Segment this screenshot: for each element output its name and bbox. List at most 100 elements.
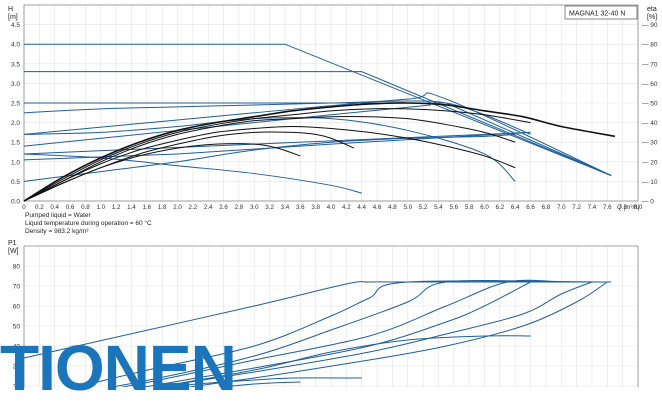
flow-tick-label: 2.2 (189, 204, 198, 211)
head-curves (23, 43, 616, 202)
head-tick-label: 2.0 (11, 120, 20, 127)
head-axis-label-line1: H (8, 6, 13, 13)
eta-axis-label-line1: eta (647, 6, 657, 13)
flow-tick-label: 5.8 (465, 204, 474, 211)
eta-tick-label: — 60 (642, 81, 658, 88)
power-tick-label: 70 (13, 284, 21, 291)
head-axis-label-line2: [m] (8, 14, 18, 21)
power-axis-label-line2: [W] (8, 248, 19, 255)
head-curve-10 (23, 133, 516, 182)
eta-curve-3 (23, 115, 516, 202)
flow-tick-label: 4.6 (373, 204, 382, 211)
head-tick-label: 4.0 (11, 42, 20, 49)
flow-tick-label: 3.0 (250, 204, 259, 211)
power-tick-label: 30 (13, 364, 21, 371)
eta-curve-4 (23, 126, 516, 202)
flow-tick-label: 1.6 (142, 204, 151, 211)
note-density: Density = 983.2 kg/m³ (25, 228, 89, 235)
power-tick-label: 60 (13, 304, 21, 311)
head-tick-labels: 0.0 0.5 1.0 1.5 2.0 2.5 3.0 3.5 4.0 4.5 (11, 22, 20, 205)
eta-tick-labels: — 0 — 10 — 20 — 30 — 40 — 50 — 60 — 70 — 80 — 90 (642, 22, 658, 205)
eta-curve-1 (23, 102, 616, 202)
eta-tick-label: — 20 (642, 159, 658, 166)
head-tick-label: 1.5 (11, 140, 20, 147)
flow-tick-label: 5.4 (434, 204, 443, 211)
flow-tick-label: 3.2 (265, 204, 274, 211)
power-axis-label-line1: P1 (8, 240, 17, 247)
flow-tick-label: 5.6 (449, 204, 458, 211)
head-tick-label: 4.5 (11, 22, 20, 29)
flow-tick-label: 4.2 (342, 204, 351, 211)
flow-tick-label: 1.0 (96, 204, 105, 211)
eta-tick-label: — 0 (642, 199, 654, 206)
flow-axis-label: Q [m³/h] (617, 204, 640, 211)
model-legend-text: MAGNA1 32-40 N (569, 11, 625, 18)
power-curve-3 (23, 280, 562, 403)
flow-tick-label: 7.4 (588, 204, 597, 211)
flow-tick-label: 2.4 (204, 204, 213, 211)
eta-tick-label: — 10 (642, 179, 658, 186)
power-curve-2 (23, 280, 612, 401)
head-curve-9 (23, 153, 362, 194)
power-tick-label: 40 (13, 344, 21, 351)
eta-axis-label-line2: [%] (647, 14, 657, 21)
flow-tick-label: 8.0 (634, 204, 643, 211)
flow-tick-label: 2.8 (235, 204, 244, 211)
watermark-text: TIONEN (0, 332, 237, 404)
flow-tick-label: 7.6 (603, 204, 612, 211)
head-tick-label: 1.0 (11, 159, 20, 166)
flow-tick-label: 6.6 (526, 204, 535, 211)
pump-performance-chart: H [m] eta [%] 0.0 0.5 1.0 1.5 2.0 2.5 3.0 3.5 4.… (0, 4, 658, 404)
flow-tick-label: 1.8 (158, 204, 167, 211)
head-curve-6 (23, 104, 431, 147)
flow-tick-label: 0.4 (50, 204, 59, 211)
head-tick-label: 2.5 (11, 101, 20, 108)
eta-curve-6 (23, 143, 301, 202)
flow-tick-label: 6.2 (496, 204, 505, 211)
eta-tick-label: — 30 (642, 140, 658, 147)
flow-tick-label: 6.8 (542, 204, 551, 211)
chart-svg: H [m] eta [%] 0.0 0.5 1.0 1.5 2.0 2.5 3.0 3.5 4.… (8, 4, 658, 404)
flow-tick-label: 0.8 (81, 204, 90, 211)
eta-tick-label: — 70 (642, 61, 658, 68)
flow-tick-label: 6.4 (511, 204, 520, 211)
flow-tick-label: 7.2 (572, 204, 581, 211)
flow-tick-label: 5.2 (419, 204, 428, 211)
head-tick-label: 3.0 (11, 81, 20, 88)
head-curve-2 (24, 71, 612, 176)
eta-tick-label: — 90 (642, 22, 658, 29)
flow-tick-label: 3.8 (311, 204, 320, 211)
head-curve-8 (23, 131, 531, 161)
flow-tick-label: 0.6 (66, 204, 75, 211)
flow-tick-label: 4.0 (327, 204, 336, 211)
flow-tick-label: 4.8 (388, 204, 397, 211)
flow-tick-label: 2.0 (173, 204, 182, 211)
flow-tick-label: 7.8 (618, 204, 627, 211)
flow-tick-label: 7.0 (557, 204, 566, 211)
flow-tick-label: 1.4 (127, 204, 136, 211)
flow-tick-label: 5.0 (403, 204, 412, 211)
head-curve-11 (23, 116, 516, 182)
head-tick-label: 0.0 (11, 199, 20, 206)
power-curve-4 (23, 279, 562, 404)
flow-tick-label: 4.4 (357, 204, 366, 211)
flow-tick-label: 2.6 (219, 204, 228, 211)
eta-tick-label: — 40 (642, 120, 658, 127)
flow-tick-label: 6.0 (480, 204, 489, 211)
flow-tick-labels: 0 0.2 0.4 0.6 0.8 1.0 1.2 1.4 1.6 1.8 2.0 2.2 2.4 2.6… (22, 204, 643, 211)
power-tick-label: 80 (13, 264, 21, 271)
note-liquid-temperature: Liquid temperature during operation = 60… (25, 219, 152, 227)
model-legend-box (564, 5, 638, 20)
flow-tick-label: 3.4 (281, 204, 290, 211)
eta-tick-label: — 50 (642, 101, 658, 108)
flow-tick-label: 1.2 (112, 204, 121, 211)
head-tick-label: 3.5 (11, 61, 20, 68)
head-curve-1 (24, 43, 612, 176)
power-tick-label: 50 (13, 324, 21, 331)
flow-tick-label: 0 (22, 204, 26, 211)
note-pumped-liquid: Pumped liquid = Water (25, 212, 92, 219)
eta-curve-2 (23, 108, 531, 202)
flow-tick-label: 3.6 (296, 204, 305, 211)
flow-tick-label: 0.2 (35, 204, 44, 211)
eta-tick-label: — 80 (642, 42, 658, 49)
